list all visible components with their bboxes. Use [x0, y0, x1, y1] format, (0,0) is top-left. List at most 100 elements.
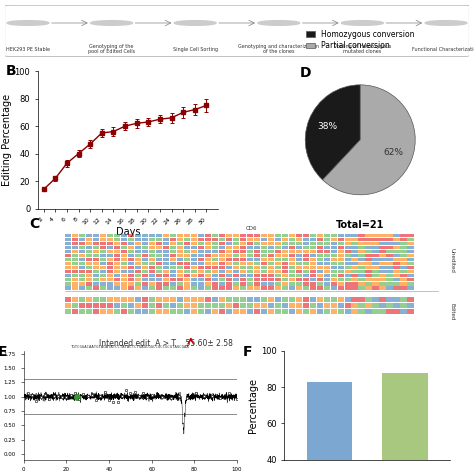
Bar [373, 238, 379, 241]
Bar [155, 254, 162, 257]
Bar [211, 278, 218, 282]
Bar [380, 254, 386, 257]
Bar [135, 266, 141, 269]
Bar [135, 242, 141, 245]
Bar [155, 270, 162, 273]
Bar [86, 286, 92, 290]
Bar [330, 238, 337, 241]
Bar [345, 238, 351, 241]
Bar [86, 246, 92, 249]
Bar [289, 309, 295, 314]
Bar [386, 242, 393, 245]
Bar [135, 278, 141, 282]
Bar [226, 282, 232, 285]
Bar [219, 278, 225, 282]
Bar [198, 250, 204, 253]
Bar [373, 270, 379, 273]
Bar [317, 278, 323, 282]
Bar [302, 297, 309, 302]
Bar [358, 234, 365, 237]
Bar [261, 297, 267, 302]
Bar [183, 246, 190, 249]
Bar [114, 246, 120, 249]
Bar [310, 246, 316, 249]
Bar [64, 242, 71, 245]
Bar [352, 234, 358, 237]
Bar [191, 238, 197, 241]
Bar [205, 278, 211, 282]
Bar [226, 262, 232, 265]
Bar [365, 270, 372, 273]
Bar [373, 258, 379, 261]
Bar [239, 309, 246, 314]
Bar [205, 270, 211, 273]
Bar [239, 266, 246, 269]
Bar [373, 286, 379, 290]
Bar [267, 274, 274, 277]
Bar [120, 297, 127, 302]
Bar [155, 309, 162, 314]
Bar [128, 234, 134, 237]
Bar [177, 282, 183, 285]
Bar [373, 262, 379, 265]
Bar [79, 250, 85, 253]
Bar [128, 238, 134, 241]
Bar [100, 297, 106, 302]
Bar [274, 286, 281, 290]
Bar [358, 270, 365, 273]
Bar [219, 250, 225, 253]
Bar [295, 278, 302, 282]
Bar [163, 234, 169, 237]
Bar [107, 274, 113, 277]
Bar [408, 238, 414, 241]
Bar [317, 254, 323, 257]
Bar [289, 274, 295, 277]
Bar [155, 303, 162, 308]
Bar [177, 303, 183, 308]
Bar [386, 254, 393, 257]
Bar [330, 262, 337, 265]
Bar [183, 309, 190, 314]
Bar [226, 303, 232, 308]
Bar [254, 282, 260, 285]
Bar [401, 303, 407, 308]
Bar [100, 254, 106, 257]
Bar [92, 262, 99, 265]
Bar [380, 274, 386, 277]
Bar [114, 278, 120, 282]
Bar [86, 297, 92, 302]
Bar [226, 250, 232, 253]
Bar [86, 266, 92, 269]
Bar [191, 250, 197, 253]
Bar [317, 234, 323, 237]
Bar [100, 266, 106, 269]
Bar [345, 266, 351, 269]
Bar [135, 262, 141, 265]
Bar [239, 286, 246, 290]
Bar [295, 270, 302, 273]
Bar [302, 242, 309, 245]
Bar [149, 250, 155, 253]
Bar [289, 278, 295, 282]
Bar [142, 309, 148, 314]
Bar [114, 258, 120, 261]
Bar [72, 278, 78, 282]
Bar [386, 238, 393, 241]
Bar [246, 266, 253, 269]
Bar [92, 303, 99, 308]
Bar [317, 297, 323, 302]
Bar [198, 286, 204, 290]
Bar [205, 262, 211, 265]
Bar [246, 270, 253, 273]
Bar [64, 282, 71, 285]
Bar [401, 234, 407, 237]
Bar [163, 270, 169, 273]
Bar [128, 286, 134, 290]
Bar [408, 234, 414, 237]
Bar [191, 266, 197, 269]
Bar [317, 242, 323, 245]
Bar [211, 250, 218, 253]
Bar [219, 238, 225, 241]
Bar [330, 234, 337, 237]
Bar [198, 238, 204, 241]
